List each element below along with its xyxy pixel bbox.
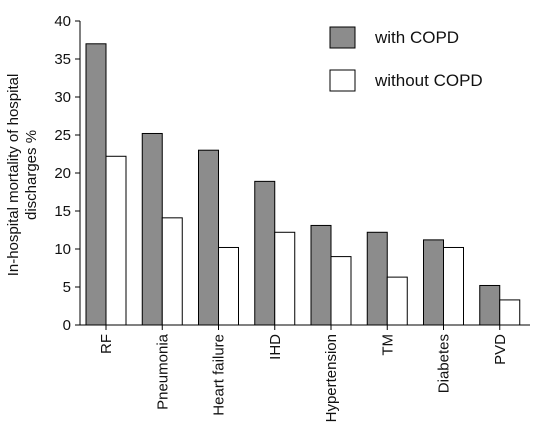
y-tick-label: 30 [54, 89, 71, 106]
bar-with-copd [423, 239, 444, 326]
y-tick-label: 15 [54, 203, 71, 220]
legend-label: with COPD [374, 28, 459, 47]
y-axis-title-line2: discharges % [23, 130, 40, 220]
y-axis-title-line1: In-hospital mortality of hospital [5, 74, 22, 277]
bar-without-copd [274, 231, 296, 326]
bar-without-copd [218, 246, 239, 326]
category-label: TM [379, 334, 396, 356]
y-tick-label: 35 [54, 51, 71, 68]
bar-without-copd [330, 256, 352, 326]
legend: with COPD without COPD [329, 26, 483, 92]
category-label: Pneumonia [154, 333, 171, 410]
y-tick-label: 10 [54, 241, 71, 258]
bar-with-copd [141, 132, 163, 326]
bar-with-copd [85, 43, 107, 326]
category-label: RF [98, 334, 115, 354]
y-tick-label: 25 [54, 127, 71, 144]
y-tick-label: 0 [63, 317, 71, 334]
legend-label: without COPD [374, 71, 483, 90]
bar-without-copd [105, 155, 127, 326]
legend-swatch [329, 69, 356, 92]
bar-without-copd [386, 276, 408, 326]
y-tick-label: 20 [54, 165, 71, 182]
bars [85, 43, 521, 326]
category-label: IHD [267, 334, 284, 360]
bar-with-copd [254, 180, 276, 326]
bar-without-copd [499, 299, 521, 326]
y-tick-label: 40 [54, 13, 71, 30]
bar-with-copd [366, 231, 388, 326]
category-label: Hypertension [323, 334, 340, 422]
legend-swatch [329, 26, 356, 49]
y-ticks: 0 5 10 15 20 25 30 35 40 [54, 13, 80, 334]
bar-without-copd [161, 217, 183, 326]
y-axis-title: In-hospital mortality of hospital discha… [5, 74, 40, 277]
bar-without-copd [443, 246, 464, 326]
bar-with-copd [310, 224, 332, 326]
bar-with-copd [479, 284, 501, 326]
category-label: PVD [492, 334, 509, 365]
bar-with-copd [198, 149, 219, 326]
y-tick-label: 5 [63, 279, 71, 296]
category-label: Diabetes [436, 334, 453, 393]
category-label: Heart failure [211, 334, 228, 416]
x-ticks: RF Pneumonia Heart failure IHD Hypertension T… [98, 325, 509, 422]
